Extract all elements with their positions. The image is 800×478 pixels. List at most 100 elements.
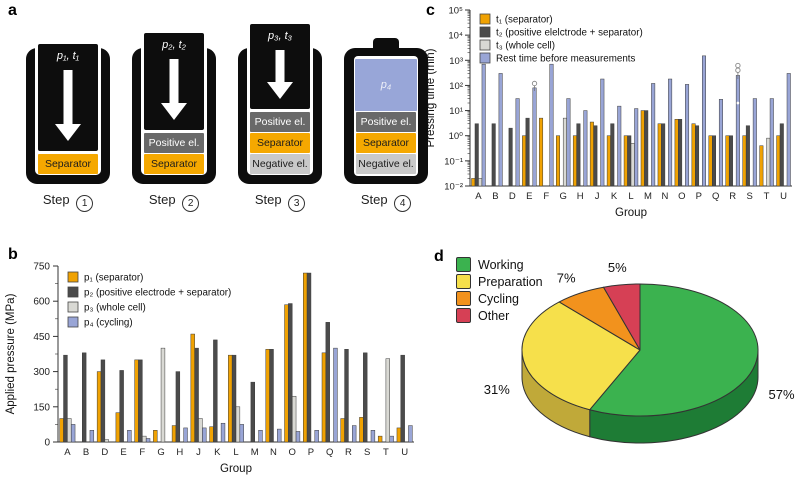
y-tick-label: 750	[33, 262, 50, 273]
legend-swatch	[67, 301, 79, 313]
pressure-bar-chart: 0 150 300 450 600 750 A B D E F G H J K L M N O P Q R S T U Group…	[5, 262, 414, 475]
bar-E-s4	[127, 430, 132, 443]
bar-G-s3	[562, 117, 567, 187]
x-tick-label: G	[560, 191, 567, 202]
x-tick-label: H	[577, 191, 584, 202]
step-caption: Step 1	[24, 192, 112, 212]
bar-P-s2	[306, 272, 312, 443]
bar-A-s3	[478, 178, 483, 187]
bar-O-s4	[685, 84, 690, 187]
down-arrow-icon	[55, 70, 81, 141]
bar-H-s4	[583, 110, 588, 187]
bar-L-s2	[627, 135, 632, 187]
layer-positive: Positive el.	[250, 112, 310, 132]
pie-legend: Working Preparation Cycling Other	[456, 256, 543, 324]
bar-B-s2	[491, 123, 496, 187]
x-tick-label: Q	[326, 447, 333, 458]
bar-S-s2	[745, 125, 750, 187]
x-tick-label: T	[764, 191, 770, 202]
plunger: p₃, t₃	[250, 24, 310, 109]
bar-Q-s2	[712, 135, 716, 187]
bar-U-s4	[408, 425, 413, 443]
bar-G-s1	[153, 430, 158, 443]
bar-P-s2	[695, 125, 700, 187]
x-tick-label: E	[526, 191, 532, 202]
panel-a-letter: a	[8, 2, 17, 19]
pie-legend-item: Cycling	[456, 290, 543, 307]
assembly-step-1: p₁, t₁ Separator Step 1	[24, 2, 112, 214]
legend-swatch	[479, 13, 491, 25]
legend-swatch	[67, 286, 79, 298]
assembly-step-4: p₄ Positive el. Separator Negative el. Step …	[342, 2, 430, 214]
bar-B-s4	[498, 73, 503, 187]
step-number: 1	[76, 195, 94, 212]
bar-P-s1	[691, 123, 696, 187]
down-arrow-icon	[161, 59, 187, 120]
bar-O-s1	[284, 304, 289, 443]
x-tick-label: J	[595, 191, 600, 202]
bar-U-s4	[786, 73, 791, 187]
bar-F-s2	[138, 359, 143, 443]
x-axis-label: Group	[220, 463, 252, 475]
x-tick-label: A	[64, 447, 71, 458]
bar-N-s4	[668, 78, 673, 187]
bar-L-s2	[231, 354, 237, 443]
bar-A-s2	[474, 123, 479, 187]
bar-E-s2	[119, 370, 124, 443]
bar-M-s2	[250, 381, 255, 443]
bar-F-s3	[142, 435, 147, 443]
panel-c-letter: c	[426, 2, 435, 19]
bar-H-s2	[175, 371, 181, 443]
y-tick-label: 10⁴	[448, 31, 463, 42]
plunger: p₁, t₁	[38, 44, 98, 151]
arrow-stem	[275, 50, 285, 82]
legend-swatch	[456, 308, 471, 323]
cycling-pressure-block: p₄	[355, 59, 417, 111]
bar-N-s4	[277, 428, 282, 443]
pie-slice-other	[603, 283, 641, 351]
x-tick-label: Q	[712, 191, 719, 202]
bar-J-s1	[190, 333, 195, 443]
legend-label: t₃ (whole cell)	[496, 41, 555, 52]
bar-D-s4	[515, 98, 520, 187]
x-tick-label: K	[611, 191, 618, 202]
bar-A-s4	[70, 424, 76, 443]
x-tick-label: F	[139, 447, 145, 458]
x-tick-label: K	[214, 447, 221, 458]
assembly-step-3: p₃, t₃ Positive el. Separator Negative el. S…	[236, 2, 324, 214]
arrow-stem	[63, 70, 73, 124]
pressure-time-label: p₂, t₂	[162, 39, 186, 51]
panel-b-letter: b	[8, 246, 18, 263]
bar-Q-s4	[333, 347, 338, 443]
bar-N-s1	[265, 349, 270, 443]
bar-R-s2	[728, 135, 733, 187]
bar-F-s1	[134, 359, 139, 443]
bar-G-s4	[566, 98, 571, 187]
legend: p₁ (separator) p₂ (positive electrode + s…	[67, 271, 231, 329]
x-tick-label: B	[83, 447, 89, 458]
legend-swatch	[456, 274, 471, 289]
bar-T-s1	[377, 435, 383, 443]
legend-label: Rest time before measurements	[496, 54, 635, 65]
layer-separator: Separator	[250, 133, 310, 153]
legend-swatch	[67, 271, 79, 283]
bar-Q-s1	[321, 352, 327, 443]
bar-S-s4	[370, 430, 376, 443]
bar-H-s4	[183, 427, 188, 443]
y-tick-label: 450	[33, 332, 50, 343]
bar-G-s1	[556, 135, 560, 187]
layer-separator: Separator	[144, 154, 204, 174]
legend-label: t₁ (separator)	[496, 15, 553, 26]
x-tick-label: U	[401, 447, 408, 458]
pressure-time-label: p₃, t₃	[267, 30, 292, 42]
x-tick-label: L	[628, 191, 633, 202]
layer-negative: Negative el.	[356, 154, 416, 174]
layer-positive: Positive el.	[144, 133, 204, 153]
layer-separator: Separator	[356, 133, 416, 153]
pie-pct-label: 5%	[608, 260, 627, 275]
arrow-head	[161, 103, 187, 120]
x-tick-label: B	[492, 191, 498, 202]
x-tick-label: R	[729, 191, 736, 202]
